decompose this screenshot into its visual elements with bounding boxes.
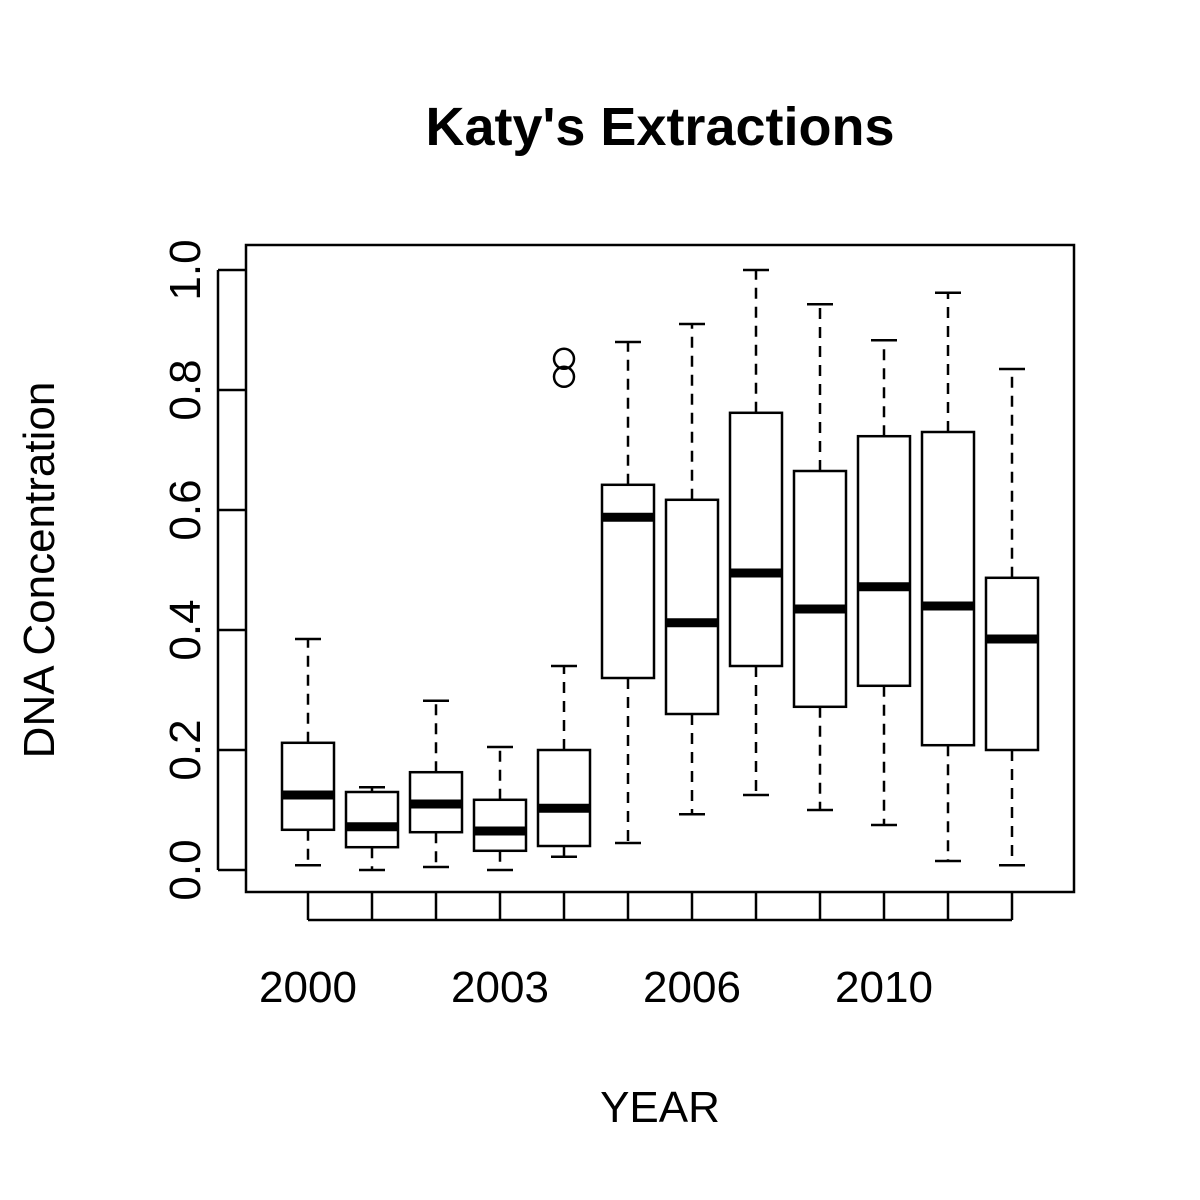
box-group [536, 347, 592, 859]
outlier-point [552, 347, 576, 371]
box-group [856, 338, 912, 827]
plot-frame [244, 243, 1076, 894]
box [472, 798, 528, 853]
box-group [920, 291, 976, 863]
box-group [472, 745, 528, 872]
y-tick-label: 1.0 [161, 239, 210, 300]
box [536, 748, 592, 848]
boxes-group [280, 268, 1040, 872]
x-tick-label: 2003 [451, 963, 549, 1012]
box-group [280, 637, 336, 867]
chart-title: Katy's Extractions [425, 97, 894, 157]
outlier-point [552, 365, 576, 389]
box [792, 469, 848, 709]
box-group [984, 367, 1040, 867]
x-tick-label: 2010 [835, 963, 933, 1012]
x-axis-label: YEAR [600, 1083, 720, 1132]
box-group [792, 302, 848, 812]
box [856, 434, 912, 688]
box [280, 741, 336, 832]
y-axis: 0.0 0.2 0.4 0.6 0.8 1.0 [161, 239, 246, 901]
y-tick-label: 0.6 [161, 479, 210, 540]
y-tick-label: 0.2 [161, 719, 210, 780]
y-tick-label: 0.8 [161, 359, 210, 420]
x-axis: 2000 2003 2006 2010 [259, 892, 1014, 1012]
box-group [344, 785, 400, 872]
box [728, 411, 784, 668]
y-tick-label: 0.0 [161, 839, 210, 900]
x-tick-label: 2006 [643, 963, 741, 1012]
box-group [728, 268, 784, 797]
box [664, 498, 720, 716]
box-group [408, 699, 464, 869]
y-tick-label: 0.4 [161, 599, 210, 660]
box [984, 576, 1040, 752]
box-group [600, 340, 656, 845]
box-group [664, 322, 720, 816]
box [344, 790, 400, 849]
x-tick-label: 2000 [259, 963, 357, 1012]
box [920, 430, 976, 747]
y-axis-label: DNA Concentration [15, 382, 64, 759]
